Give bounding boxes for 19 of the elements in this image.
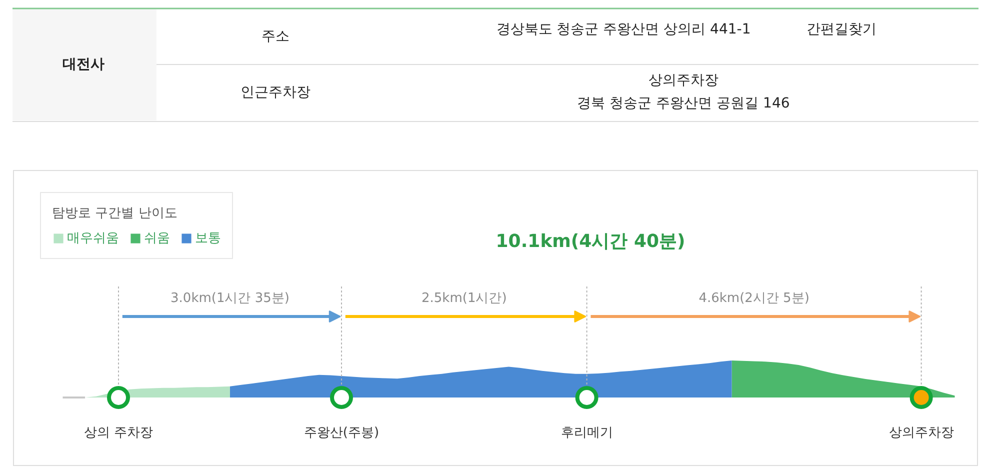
text: 대전사 — [62, 56, 104, 72]
text: 4.6km(2시간 5분) — [698, 291, 810, 306]
text: 경상북도 청송군 주왕산면 상의리 441-1 — [496, 22, 751, 38]
legend-label: 쉬움 — [144, 230, 170, 247]
x-tick-label: 주왕산(주봉) — [304, 426, 380, 440]
chart-title: 10.1km(4시간 40분) — [496, 231, 686, 252]
text: 간편길찾기 — [806, 22, 876, 38]
legend-title: 탐방로 구간별 난이도 — [52, 205, 178, 222]
x-tick-label: 후리메기 — [560, 426, 613, 440]
text: 경북 청송군 주왕산면 공원길 146 — [577, 96, 790, 112]
x-tick-label: 상의주차장 — [888, 426, 954, 440]
x-tick-label: 상의 주차장 — [84, 426, 154, 440]
text: 3.0km(1시간 35분) — [170, 291, 290, 306]
text: 2.5km(1시간) — [422, 291, 507, 306]
text: 상의주차장 — [648, 72, 718, 88]
text: 인근주차장 — [240, 84, 310, 100]
legend-label: 보통 — [195, 230, 221, 247]
text: 주소 — [262, 28, 290, 44]
legend-label: 매우쉬움 — [67, 230, 119, 247]
